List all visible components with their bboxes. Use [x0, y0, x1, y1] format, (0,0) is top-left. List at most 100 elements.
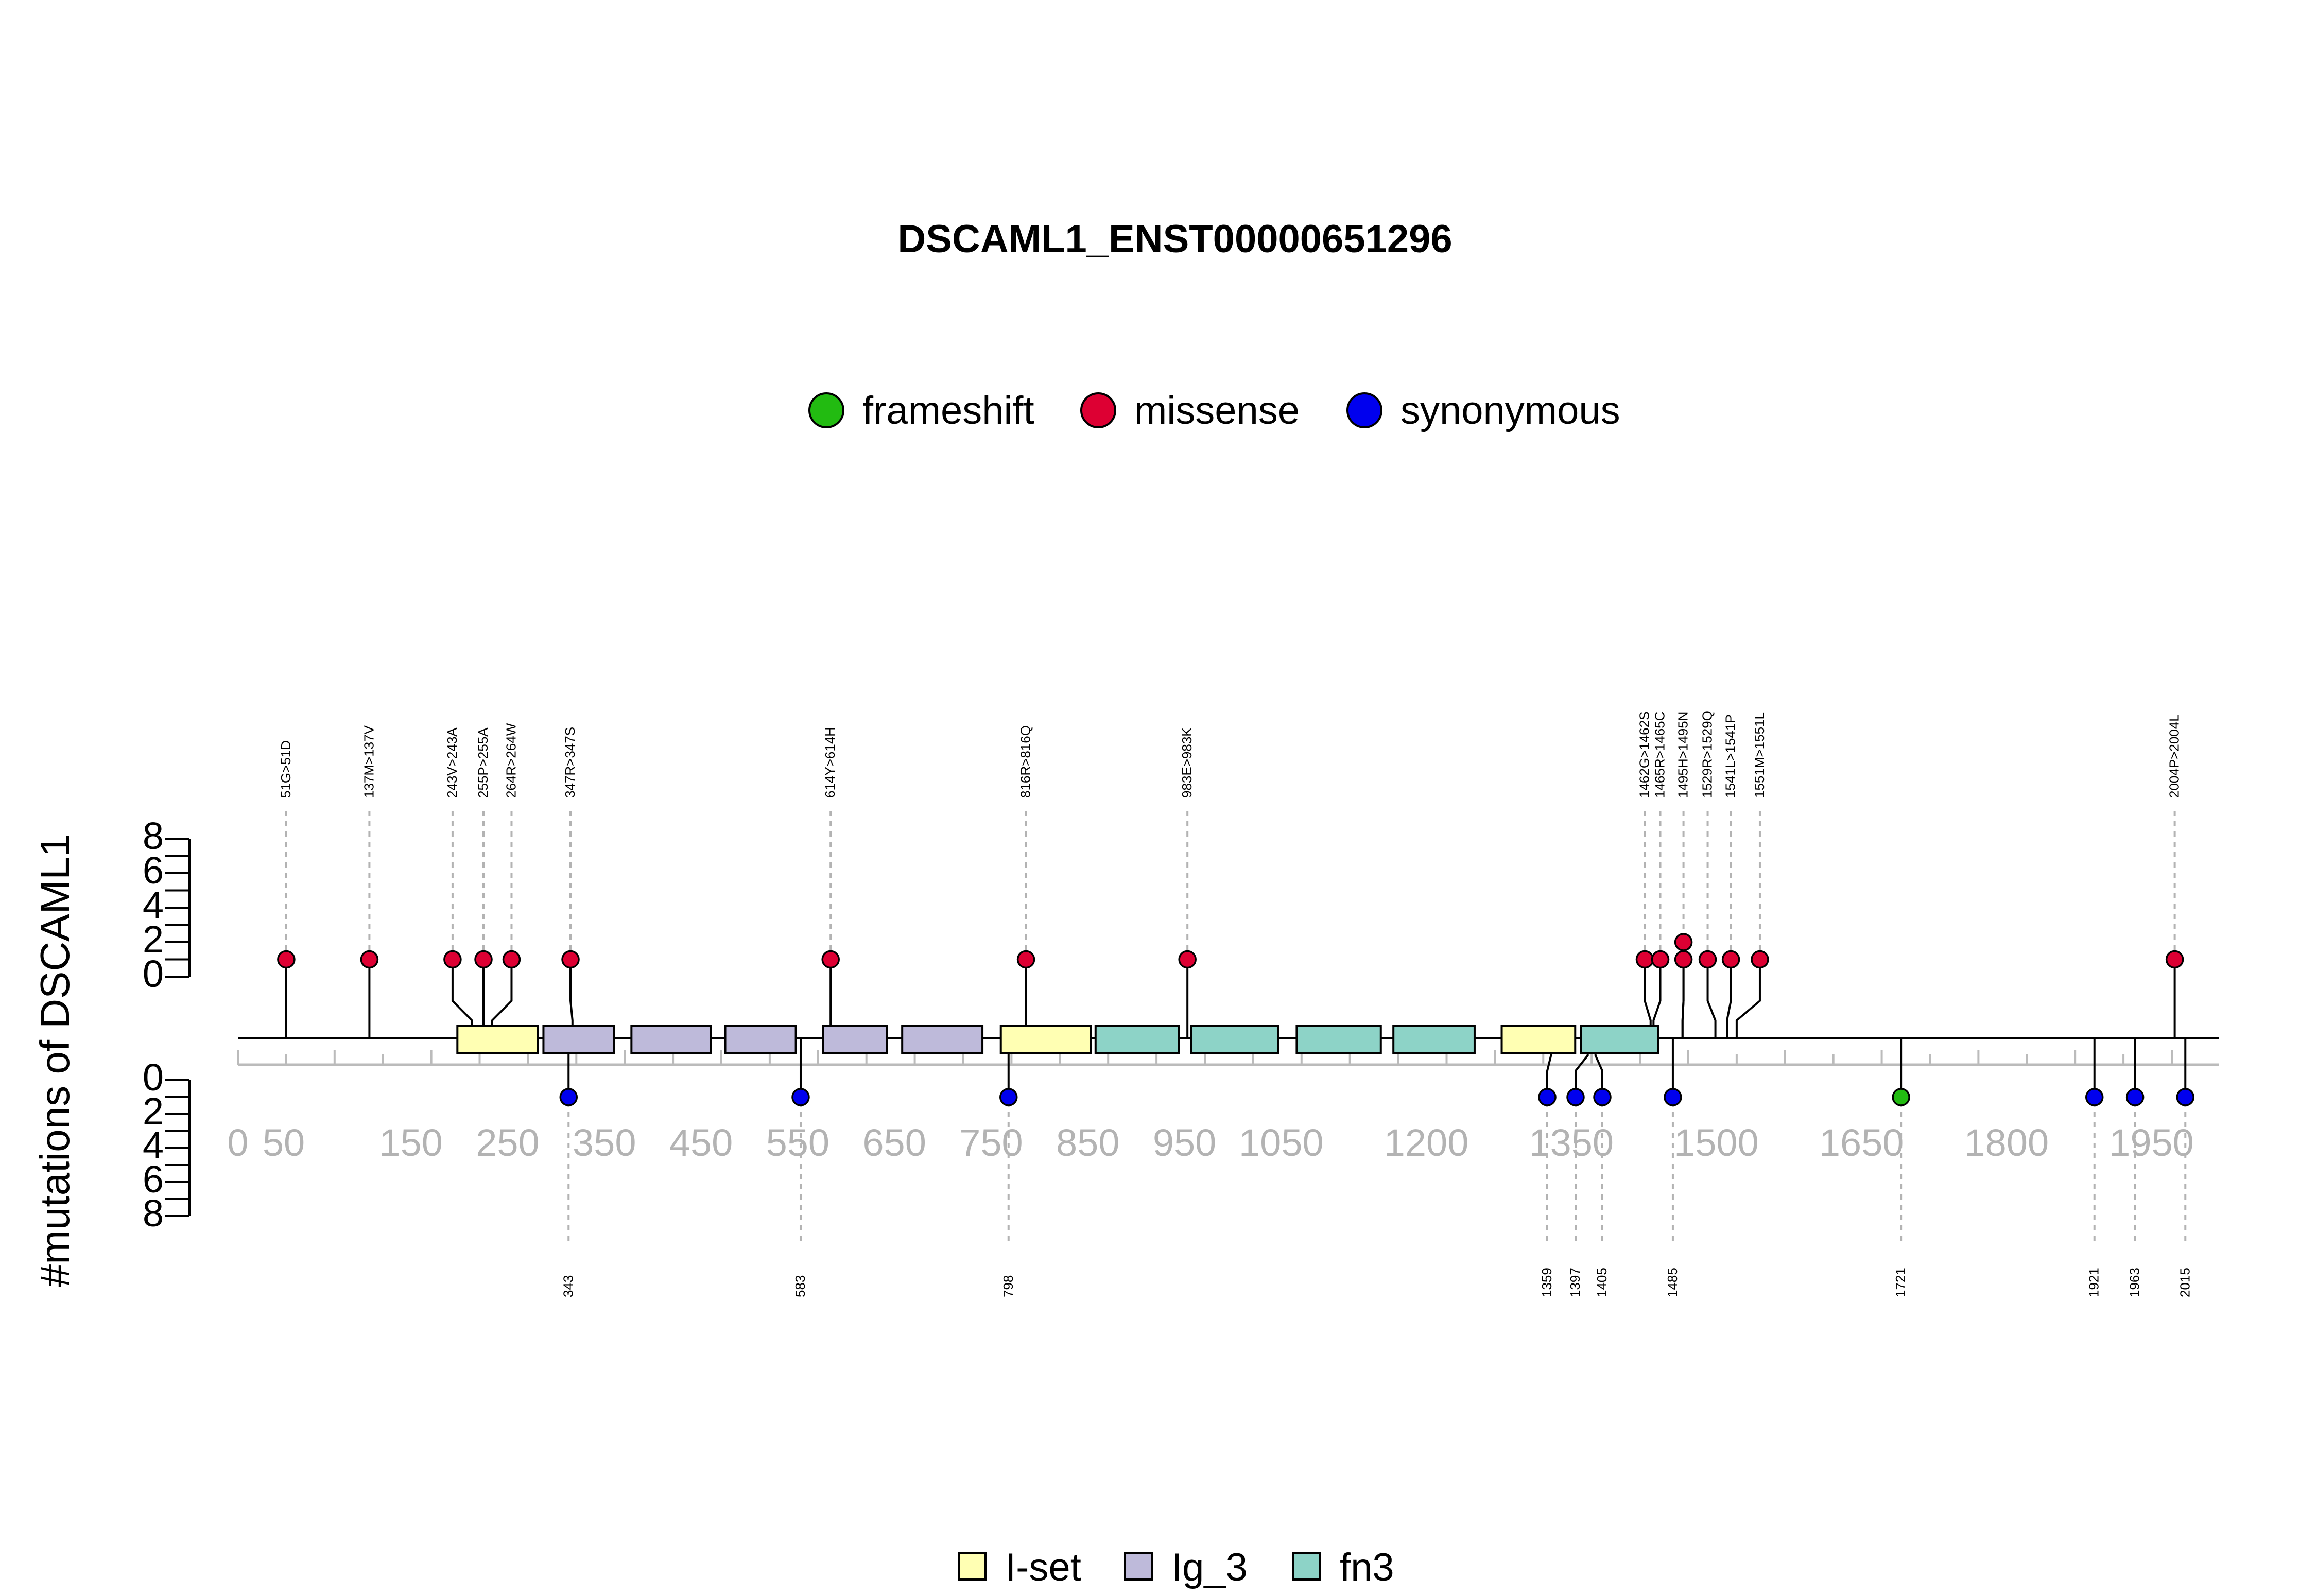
- x-tick-label: 150: [379, 1121, 442, 1164]
- synonymous-label: 1405: [1594, 1268, 1610, 1297]
- synonymous-label: 2015: [2177, 1268, 2192, 1297]
- missense-point: [1674, 933, 1693, 951]
- x-tick-label: 950: [1153, 1121, 1216, 1164]
- missense-point: [443, 950, 462, 969]
- y-axis-upper-tick-label: 0: [143, 952, 164, 995]
- synonymous-point: [1664, 1088, 1682, 1106]
- synonymous-label: 798: [1000, 1275, 1016, 1297]
- missense-label: 1529R>1529Q: [1700, 710, 1715, 798]
- domain-ig-3: [901, 1025, 984, 1054]
- synonymous-point: [999, 1088, 1018, 1106]
- legend-i-set-label: I-set: [1005, 1546, 1081, 1589]
- y-axis-lower-tick-label: 4: [143, 1124, 164, 1167]
- y-axis-upper-tick-label: 2: [143, 918, 164, 961]
- x-tick-label: 450: [669, 1121, 733, 1164]
- legend-i-set-swatch: [958, 1552, 987, 1581]
- missense-label: 614Y>614H: [822, 727, 838, 798]
- missense-point: [1674, 950, 1693, 969]
- x-tick-label: 1500: [1674, 1121, 1759, 1164]
- missense-stem: [1681, 959, 1685, 1038]
- domain-fn3: [1094, 1025, 1180, 1054]
- missense-point: [1698, 950, 1717, 969]
- synonymous-label: 583: [792, 1275, 808, 1297]
- missense-label: 1541L>1541P: [1723, 714, 1738, 798]
- synonymous-label: 1397: [1567, 1268, 1583, 1297]
- mutation-points: [277, 933, 2195, 1106]
- missense-label: 1495H>1495N: [1675, 712, 1691, 798]
- missense-label: 816R>816Q: [1018, 725, 1033, 798]
- legend-ig-3-label: Ig_3: [1171, 1546, 1248, 1589]
- missense-label: 347R>347S: [562, 727, 578, 798]
- synonymous-point: [2176, 1088, 2195, 1106]
- lollipop-stems: [285, 942, 2187, 1097]
- synonymous-label: 343: [560, 1275, 576, 1297]
- x-tick-label: 1200: [1384, 1121, 1469, 1164]
- missense-label: 1465R>1465C: [1652, 712, 1668, 798]
- domain-i-set: [456, 1025, 539, 1054]
- missense-point: [2165, 950, 2184, 969]
- mutation-type-legend: frameshift missense synonymous: [808, 389, 1620, 432]
- missense-point: [1016, 950, 1035, 969]
- missense-label: 137M>137V: [361, 725, 376, 798]
- domain-i-set: [999, 1025, 1092, 1054]
- missense-point: [474, 950, 493, 969]
- dashed-guides: [285, 811, 2187, 1246]
- y-axis-lower-tick-label: 8: [143, 1192, 164, 1235]
- legend-fn3-label: fn3: [1340, 1546, 1394, 1589]
- x-tick-label: 1950: [2109, 1121, 2194, 1164]
- frameshift-point: [1892, 1088, 1910, 1106]
- x-tick-label: 1050: [1239, 1121, 1324, 1164]
- missense-stem: [1706, 959, 1717, 1038]
- missense-stem: [1726, 959, 1732, 1038]
- x-tick-label: 50: [263, 1121, 305, 1164]
- domain-fn3: [1580, 1025, 1659, 1054]
- y-axis-lower-tick-label: 2: [143, 1090, 164, 1133]
- legend-synonymous-label: synonymous: [1400, 389, 1620, 432]
- missense-point: [360, 950, 379, 969]
- synonymous-point: [2125, 1088, 2145, 1106]
- y-axis-label: #mutations of DSCAML1: [32, 834, 78, 1287]
- missense-point: [1178, 950, 1197, 969]
- legend-missense-label: missense: [1134, 389, 1300, 432]
- domain-i-set: [1500, 1025, 1577, 1054]
- x-tick-label: 0: [227, 1121, 248, 1164]
- missense-label: 1551M>1551L: [1752, 712, 1767, 798]
- synonymous-point: [791, 1088, 810, 1106]
- missense-point: [277, 950, 296, 969]
- domain-fn3: [1190, 1025, 1279, 1054]
- x-tick-label: 350: [573, 1121, 636, 1164]
- legend-ig-3-swatch: [1124, 1552, 1153, 1581]
- missense-point: [1751, 950, 1769, 969]
- domain-ig-3: [542, 1025, 615, 1054]
- missense-point: [1635, 950, 1654, 969]
- missense-label: 1462G>1462S: [1636, 712, 1652, 798]
- domain-ig-3: [822, 1025, 888, 1054]
- synonymous-label: 1359: [1539, 1268, 1554, 1297]
- synonymous-point: [1538, 1088, 1557, 1106]
- x-tick-label: 550: [766, 1121, 829, 1164]
- legend-synonymous-marker: [1346, 392, 1382, 428]
- y-axis-upper-tick-label: 8: [143, 814, 164, 857]
- missense-label: 243V>243A: [444, 727, 460, 798]
- x-axis: 0 50 150 250 350 450 550 650 750 850 950 1050 1200 13…: [227, 1050, 2219, 1164]
- missense-point: [1651, 950, 1670, 969]
- y-axis-upper-tick-label: 4: [143, 883, 164, 926]
- x-tick-label: 1650: [1819, 1121, 1904, 1164]
- missense-point: [1721, 950, 1740, 969]
- frameshift-label: 1721: [1893, 1268, 1908, 1297]
- missense-label: 983E>983K: [1179, 727, 1195, 798]
- synonymous-point: [1593, 1088, 1612, 1106]
- legend-frameshift-marker: [808, 392, 844, 428]
- synonymous-point: [1566, 1088, 1585, 1106]
- x-tick-label: 850: [1056, 1121, 1119, 1164]
- y-axis-lower-tick-label: 0: [143, 1056, 164, 1099]
- synonymous-point: [2085, 1088, 2104, 1106]
- missense-label: 2004P>2004L: [2167, 714, 2182, 798]
- synonymous-label: 1963: [2127, 1268, 2142, 1297]
- missense-point: [561, 950, 580, 969]
- y-axis-upper-tick-label: 6: [143, 849, 164, 892]
- missense-point: [821, 950, 840, 969]
